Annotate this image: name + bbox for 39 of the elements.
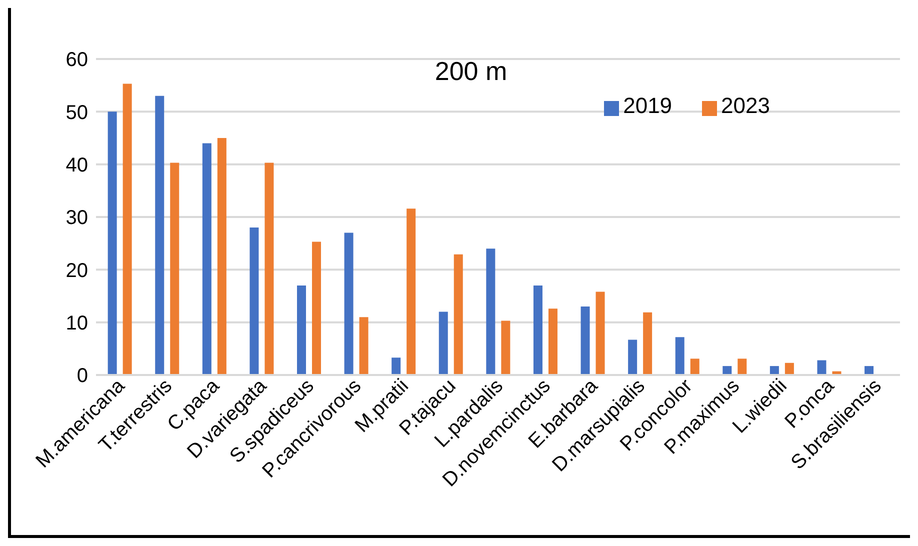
bar [122, 84, 132, 375]
bar [738, 358, 747, 375]
bar [580, 306, 590, 375]
bar [675, 337, 684, 375]
bar [406, 208, 416, 375]
y-tick-label: 0 [76, 365, 88, 388]
bar [690, 358, 700, 375]
bar [155, 96, 164, 375]
bar [250, 228, 259, 375]
y-tick-label: 30 [66, 207, 88, 230]
bar [643, 312, 652, 375]
bar [486, 248, 496, 375]
bar [297, 285, 306, 375]
bar [108, 112, 117, 375]
y-tick-label: 40 [66, 154, 88, 176]
y-tick-label: 20 [66, 260, 88, 282]
bar [217, 138, 226, 375]
bar [784, 362, 794, 375]
y-tick-label: 60 [66, 49, 88, 72]
legend-label: 2019 [623, 93, 672, 118]
chart-title: 200 m [434, 56, 508, 86]
bar [312, 242, 321, 375]
bar [628, 340, 638, 375]
y-tick-label: 10 [66, 312, 88, 334]
bar [359, 317, 368, 375]
bar [392, 358, 401, 375]
bar [533, 285, 542, 375]
legend-label: 2023 [721, 93, 770, 118]
y-tick-label: 50 [66, 102, 88, 124]
bar [264, 162, 274, 375]
bar [438, 312, 448, 375]
bar [817, 360, 826, 375]
bar [501, 320, 510, 375]
bar [344, 232, 354, 375]
bar [548, 308, 558, 375]
bar [202, 143, 212, 375]
bar [596, 292, 605, 375]
bar [170, 162, 180, 375]
bar [454, 254, 463, 375]
